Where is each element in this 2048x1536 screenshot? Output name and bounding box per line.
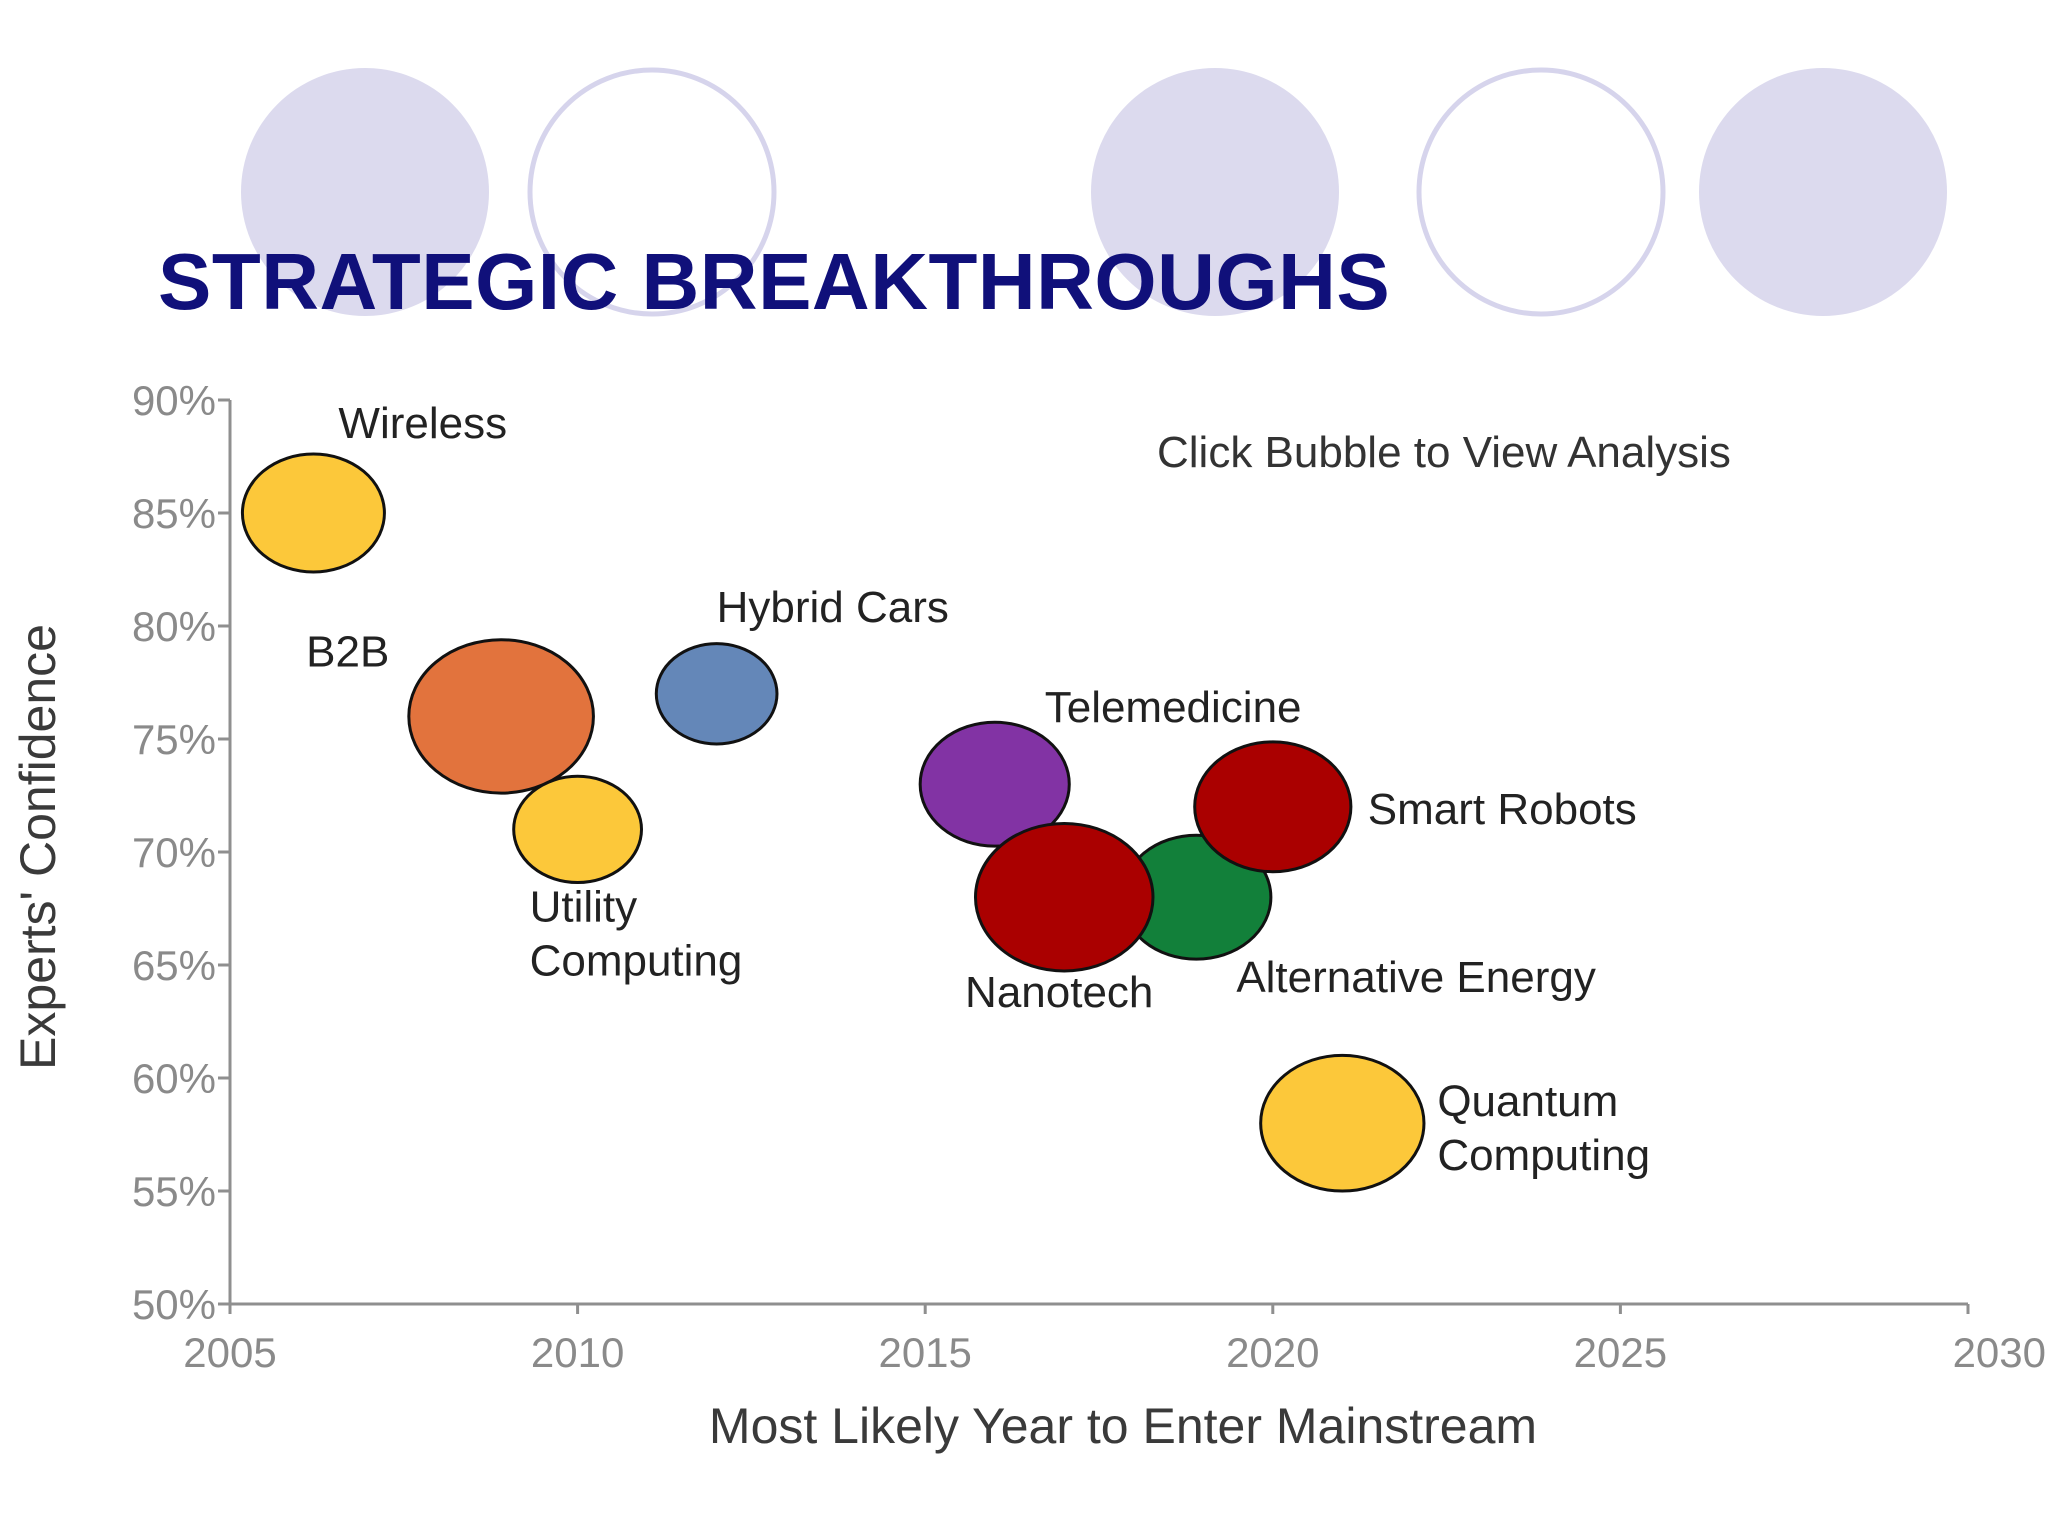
y-tick-label: 60% xyxy=(132,1055,216,1102)
bubble-label-nanotech: Nanotech xyxy=(965,968,1153,1017)
x-axis-title: Most Likely Year to Enter Mainstream xyxy=(709,1398,1537,1454)
deco-circle-outline-2 xyxy=(1416,67,1666,317)
click-bubble-hint: Click Bubble to View Analysis xyxy=(1157,428,1731,477)
deco-circle-filled-3 xyxy=(1699,68,1947,316)
bubble-wireless[interactable] xyxy=(240,452,386,574)
bubble-quantum-computing[interactable] xyxy=(1259,1053,1426,1193)
bubble-label-line: Wireless xyxy=(338,399,507,448)
y-axis-title: Experts' Confidence xyxy=(10,624,66,1070)
y-tick-label: 50% xyxy=(132,1281,216,1328)
bubble-label-wireless: Wireless xyxy=(338,399,507,448)
bubble-label-b2b: B2B xyxy=(306,627,389,676)
bubble-smart-robots[interactable] xyxy=(1193,740,1353,874)
bubble-b2b[interactable] xyxy=(407,638,595,795)
x-tick-label: 2030 xyxy=(1953,1329,2046,1376)
bubble-label-line: Telemedicine xyxy=(1045,683,1302,732)
bubble-label-alternative-energy: Alternative Energy xyxy=(1236,953,1596,1002)
x-tick-label: 2020 xyxy=(1226,1329,1319,1376)
y-tick-label: 90% xyxy=(132,377,216,424)
bubble-hybrid-cars[interactable] xyxy=(654,642,779,746)
bubble-label-line: Computing xyxy=(530,936,743,985)
deco-circle-outline-1 xyxy=(527,67,777,317)
bubble-telemedicine[interactable] xyxy=(918,720,1071,848)
bubble-label-hybrid-cars: Hybrid Cars xyxy=(717,583,949,632)
deco-circle-filled-2 xyxy=(1091,68,1339,316)
bubble-label-line: Smart Robots xyxy=(1368,785,1637,834)
chart-ticks: 2005 2010 2015 2020 2025 2030 50% 55% 60% 65% 70% 7… xyxy=(132,377,2046,1376)
bubble-nanotech[interactable] xyxy=(973,821,1155,973)
x-tick-label: 2025 xyxy=(1574,1329,1667,1376)
y-tick-label: 55% xyxy=(132,1168,216,1215)
x-tick-label: 2010 xyxy=(531,1329,624,1376)
x-tick-label: 2005 xyxy=(183,1329,276,1376)
y-tick-label: 85% xyxy=(132,490,216,537)
bubble-label-smart-robots: Smart Robots xyxy=(1368,785,1637,834)
x-tick-label: 2015 xyxy=(878,1329,971,1376)
deco-circle-filled-1 xyxy=(241,68,489,316)
y-tick-label: 80% xyxy=(132,603,216,650)
bubble-label-line: Hybrid Cars xyxy=(717,583,949,632)
bubble-label-line: Nanotech xyxy=(965,968,1153,1017)
chart-bubbles xyxy=(240,452,1426,1193)
y-tick-label: 70% xyxy=(132,829,216,876)
chart-bubble-labels: Wireless B2B Hybrid Cars Utility Computing Te… xyxy=(306,399,1650,1180)
y-tick-label: 75% xyxy=(132,716,216,763)
bubble-label-telemedicine: Telemedicine xyxy=(1045,683,1302,732)
bubble-label-line: Alternative Energy xyxy=(1236,953,1596,1002)
bubble-label-line: Computing xyxy=(1437,1131,1650,1180)
y-tick-label: 65% xyxy=(132,942,216,989)
bubble-label-line: Quantum xyxy=(1437,1077,1618,1126)
bubble-label-line: B2B xyxy=(306,627,389,676)
bubble-label-line: Utility xyxy=(530,882,638,931)
bubble-label-quantum-computing: Quantum Computing xyxy=(1437,1077,1650,1180)
bubble-label-utility-computing: Utility Computing xyxy=(530,882,743,985)
bubble-utility-computing[interactable] xyxy=(512,774,643,885)
slide-title: STRATEGIC BREAKTHROUGHS xyxy=(158,237,1391,326)
